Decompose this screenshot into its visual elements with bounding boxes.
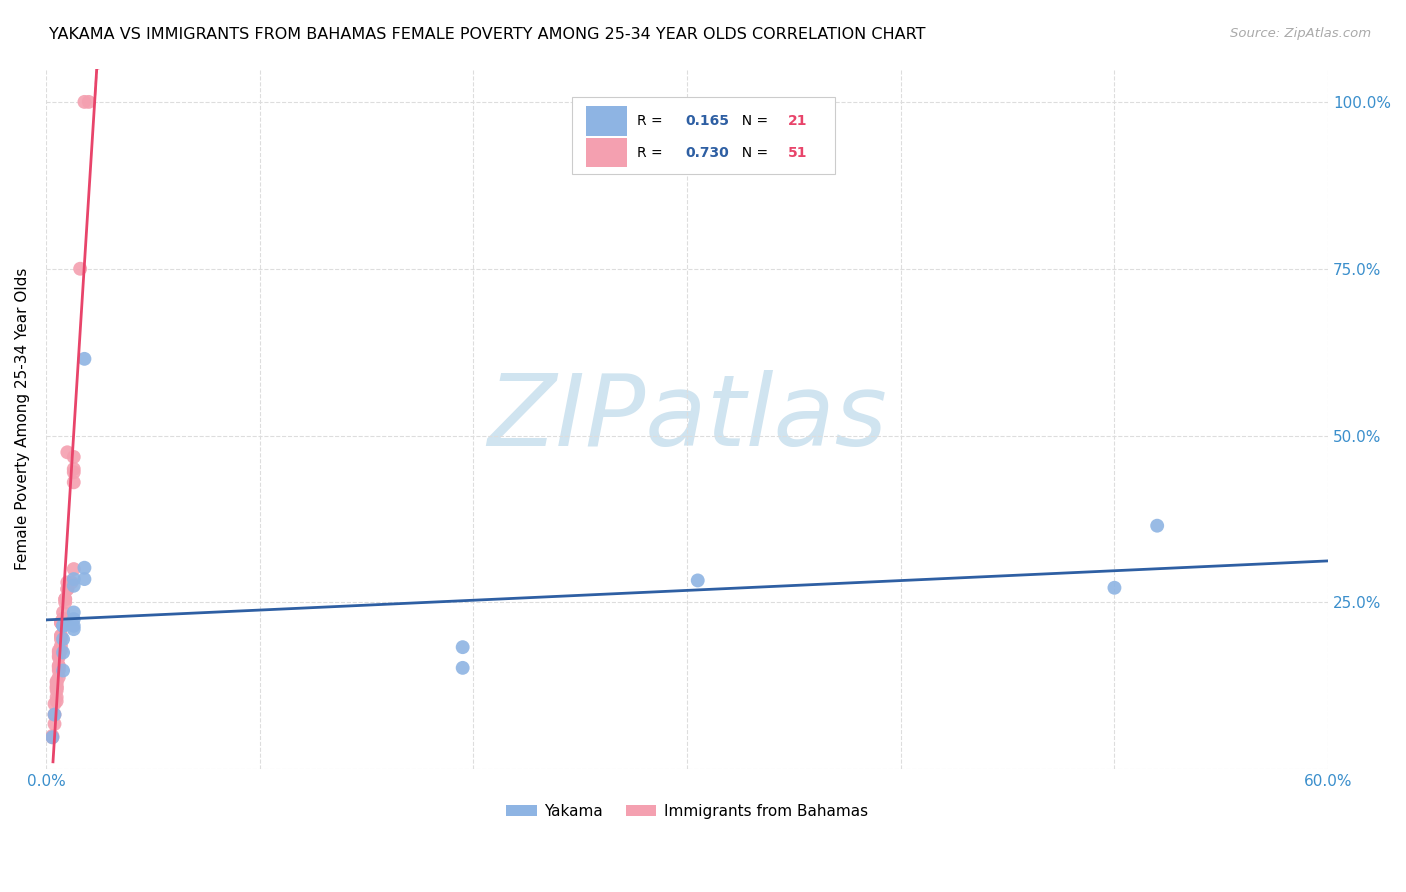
Point — [52, 664, 75, 678]
Point — [44, 697, 66, 711]
Text: ZIPatlas: ZIPatlas — [486, 370, 887, 467]
Point — [49, 629, 72, 643]
Point — [45, 674, 67, 689]
Point — [56, 445, 79, 459]
Point — [56, 582, 79, 596]
Point — [49, 629, 72, 643]
Point — [48, 650, 70, 665]
Point — [53, 592, 76, 607]
Point — [73, 560, 96, 574]
Point — [49, 639, 72, 653]
Point — [48, 658, 70, 673]
Text: YAKAMA VS IMMIGRANTS FROM BAHAMAS FEMALE POVERTY AMONG 25-34 YEAR OLDS CORRELATI: YAKAMA VS IMMIGRANTS FROM BAHAMAS FEMALE… — [49, 27, 925, 42]
Point — [48, 648, 70, 663]
Point — [44, 707, 66, 722]
Point — [77, 95, 100, 109]
Point — [53, 595, 76, 609]
Point — [451, 640, 474, 655]
Point — [49, 615, 72, 630]
Point — [44, 717, 66, 731]
Point — [69, 261, 91, 276]
Point — [41, 731, 63, 745]
Point — [48, 658, 70, 673]
Point — [62, 572, 84, 586]
Point — [45, 679, 67, 693]
Point — [73, 95, 96, 109]
Legend: Yakama, Immigrants from Bahamas: Yakama, Immigrants from Bahamas — [501, 797, 875, 825]
Point — [45, 690, 67, 705]
Point — [60, 575, 83, 590]
Text: 0.730: 0.730 — [686, 145, 730, 160]
FancyBboxPatch shape — [586, 106, 627, 136]
Point — [56, 582, 79, 596]
Point — [44, 707, 66, 722]
Text: N =: N = — [733, 145, 773, 160]
Text: 21: 21 — [789, 114, 808, 128]
Point — [73, 572, 96, 586]
Point — [62, 606, 84, 620]
Text: N =: N = — [733, 114, 773, 128]
Point — [52, 612, 75, 626]
FancyBboxPatch shape — [586, 138, 627, 168]
Point — [52, 615, 75, 630]
Point — [1146, 518, 1168, 533]
Point — [62, 475, 84, 490]
Text: R =: R = — [637, 145, 666, 160]
Point — [53, 592, 76, 607]
Point — [62, 462, 84, 476]
Point — [52, 606, 75, 620]
Point — [45, 694, 67, 708]
Point — [686, 574, 709, 588]
Point — [49, 615, 72, 630]
Point — [52, 619, 75, 633]
Point — [62, 465, 84, 479]
Point — [62, 619, 84, 633]
Point — [45, 681, 67, 695]
Point — [45, 675, 67, 690]
Point — [48, 661, 70, 675]
Point — [52, 619, 75, 633]
Point — [45, 681, 67, 695]
Point — [52, 612, 75, 626]
Point — [41, 729, 63, 743]
Point — [1104, 581, 1126, 595]
Point — [56, 575, 79, 590]
Point — [49, 643, 72, 657]
FancyBboxPatch shape — [572, 96, 835, 174]
Point — [48, 643, 70, 657]
Point — [73, 351, 96, 366]
Point — [52, 646, 75, 660]
Text: 51: 51 — [789, 145, 808, 160]
Y-axis label: Female Poverty Among 25-34 Year Olds: Female Poverty Among 25-34 Year Olds — [15, 268, 30, 570]
Point — [62, 562, 84, 576]
Text: R =: R = — [637, 114, 666, 128]
Point — [49, 615, 72, 630]
Point — [48, 646, 70, 660]
Point — [52, 632, 75, 647]
Text: 0.165: 0.165 — [686, 114, 730, 128]
Point — [62, 579, 84, 593]
Point — [62, 612, 84, 626]
Text: Source: ZipAtlas.com: Source: ZipAtlas.com — [1230, 27, 1371, 40]
Point — [62, 450, 84, 464]
Point — [62, 622, 84, 636]
Point — [45, 683, 67, 698]
Point — [48, 664, 70, 678]
Point — [49, 632, 72, 647]
Point — [52, 612, 75, 626]
Point — [451, 661, 474, 675]
Point — [48, 670, 70, 684]
Point — [41, 731, 63, 745]
